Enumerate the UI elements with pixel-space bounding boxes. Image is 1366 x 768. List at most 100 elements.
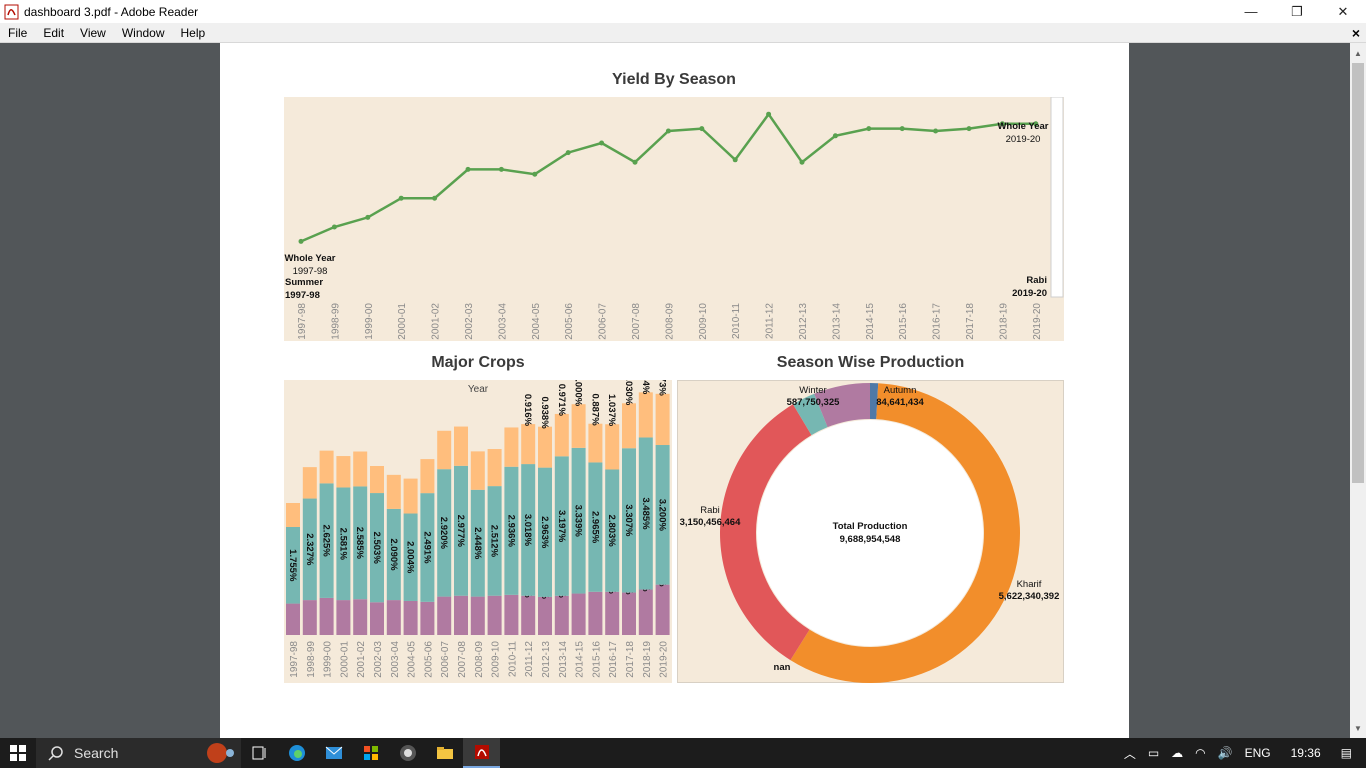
annotation-label: Whole Year xyxy=(284,253,335,264)
data-point xyxy=(832,133,838,139)
yield-line-chart: 1997-98 1998-99 1999-00 2000-01 2001-02 2002-… xyxy=(284,96,1064,340)
cloud-icon[interactable]: ☁ xyxy=(1171,746,1184,760)
scroll-down-icon[interactable]: ▼ xyxy=(1354,723,1362,733)
x-tick-label: 2008-09 xyxy=(474,641,485,678)
x-tick-label: 2007-08 xyxy=(631,303,642,340)
bar-segment-bottom xyxy=(403,600,418,635)
x-tick-label: 1997-98 xyxy=(297,303,308,340)
restore-button[interactable]: ❐ xyxy=(1291,3,1303,19)
clock[interactable]: 19:36 xyxy=(1290,746,1321,760)
data-point xyxy=(966,126,972,132)
annotation-sublabel: 2019-20 xyxy=(1012,288,1047,299)
bar-segment-middle xyxy=(588,462,603,592)
volume-icon[interactable]: 🔊 xyxy=(1217,746,1233,760)
slice-value-label: 587,750,325 xyxy=(787,397,841,408)
language-indicator[interactable]: ENG xyxy=(1244,746,1271,760)
search-highlight-icon xyxy=(207,743,234,763)
close-document-button[interactable]: × xyxy=(1351,25,1360,41)
bar-segment-middle xyxy=(638,437,653,590)
battery-icon[interactable]: ▭ xyxy=(1147,746,1160,760)
bar-segment-middle xyxy=(454,465,468,596)
adobe-reader-icon xyxy=(4,4,19,19)
menu-window[interactable]: Window xyxy=(121,25,165,40)
bar-segment-top xyxy=(386,474,401,509)
bar-segment-middle xyxy=(386,508,401,601)
bar-data-label: 2.512% xyxy=(489,525,500,558)
bar-segment-bottom xyxy=(420,601,435,635)
bar-segment-top xyxy=(319,450,334,484)
bar-segment-top xyxy=(403,478,418,514)
search-icon xyxy=(48,746,63,761)
chevron-up-icon[interactable]: ︿ xyxy=(1123,746,1136,761)
system-tray: ︿ ▭ ☁ ◠ 🔊 ENG 19:36 ▤ xyxy=(1118,738,1366,768)
bar-segment-top xyxy=(605,424,620,470)
minimize-button[interactable]: — xyxy=(1244,4,1258,19)
acrobat-taskbar-icon[interactable] xyxy=(463,738,500,768)
bar-data-label: 2.327% xyxy=(304,533,315,566)
annotation-label: Rabi xyxy=(1026,275,1047,286)
menu-help[interactable]: Help xyxy=(180,25,206,40)
slice-name-label: Rabi xyxy=(700,505,720,516)
store-icon[interactable] xyxy=(352,738,389,768)
bar-data-label: 1.755% xyxy=(287,549,298,582)
taskbar-search[interactable]: Search xyxy=(36,738,241,768)
data-point xyxy=(599,140,605,146)
annotation-sublabel: 2019-20 xyxy=(1006,134,1041,145)
search-label: Search xyxy=(74,745,119,761)
menu-file[interactable]: File xyxy=(8,25,28,40)
x-tick-label: 1999-00 xyxy=(364,303,375,340)
menu-view[interactable]: View xyxy=(80,25,106,40)
notification-icon[interactable]: ▤ xyxy=(1340,746,1352,760)
data-point xyxy=(365,214,371,220)
x-tick-label: 1998-99 xyxy=(330,303,341,340)
x-tick-label: 2011-12 xyxy=(524,641,535,677)
edge-icon[interactable] xyxy=(278,738,315,768)
bar-segment-middle xyxy=(521,464,536,596)
bar-data-label: 2.004% xyxy=(405,541,416,574)
bar-segment-top xyxy=(454,426,468,466)
bar-segment-bottom xyxy=(622,592,636,635)
data-point xyxy=(899,126,905,132)
x-tick-label: 2000-01 xyxy=(339,641,350,678)
center-label: Total Production xyxy=(833,521,908,532)
mail-icon[interactable] xyxy=(315,738,352,768)
bar-segment-middle xyxy=(655,445,670,585)
x-tick-label: 2012-13 xyxy=(541,641,552,678)
bar-segment-top xyxy=(336,456,351,488)
wifi-icon[interactable]: ◠ xyxy=(1195,746,1206,760)
major-crops-title: Major Crops xyxy=(431,354,525,371)
file-explorer-icon[interactable] xyxy=(426,738,463,768)
bar-segment-bottom xyxy=(554,595,569,635)
scrollbar-thumb[interactable] xyxy=(1352,63,1364,483)
bar-data-label: 0.938% xyxy=(539,396,550,429)
scroll-up-icon[interactable]: ▲ xyxy=(1354,48,1362,58)
x-tick-label: 2019-20 xyxy=(659,641,670,678)
close-window-button[interactable]: ✕ xyxy=(1337,3,1349,19)
bar-segment-bottom xyxy=(605,591,620,635)
bar-chart-subtitle: Year xyxy=(468,384,489,395)
task-view-icon[interactable] xyxy=(241,738,278,768)
bar-data-label: 2.090% xyxy=(388,538,399,571)
x-tick-label: 1999-00 xyxy=(323,641,334,678)
chart-scrollbar[interactable] xyxy=(1050,96,1064,298)
annotation-sublabel: 1997-98 xyxy=(293,266,328,277)
x-tick-label: 2004-05 xyxy=(531,303,542,340)
x-tick-label: 2016-17 xyxy=(608,641,619,678)
bar-segment-top xyxy=(538,426,552,468)
bar-segment-top xyxy=(470,451,485,490)
bar-segment-middle xyxy=(605,469,620,592)
bar-segment-top xyxy=(437,430,452,470)
bar-segment-top xyxy=(521,424,536,465)
data-point xyxy=(632,159,638,165)
bar-data-label: 2.965% xyxy=(589,511,600,544)
bar-data-label: 3.339% xyxy=(573,505,584,538)
x-tick-label: 2015-16 xyxy=(898,303,909,340)
major-crops-panel: Year 1.755% 1997-98 2.327% 1998-99 2.625% 1999… xyxy=(284,362,672,683)
x-tick-label: 2003-04 xyxy=(497,303,508,340)
data-point xyxy=(699,126,705,132)
start-button[interactable] xyxy=(0,738,36,768)
media-player-icon[interactable] xyxy=(389,738,426,768)
bar-segment-top xyxy=(487,449,502,487)
menu-edit[interactable]: Edit xyxy=(43,25,65,40)
vertical-scrollbar[interactable]: ▲ ▼ xyxy=(1350,43,1366,738)
